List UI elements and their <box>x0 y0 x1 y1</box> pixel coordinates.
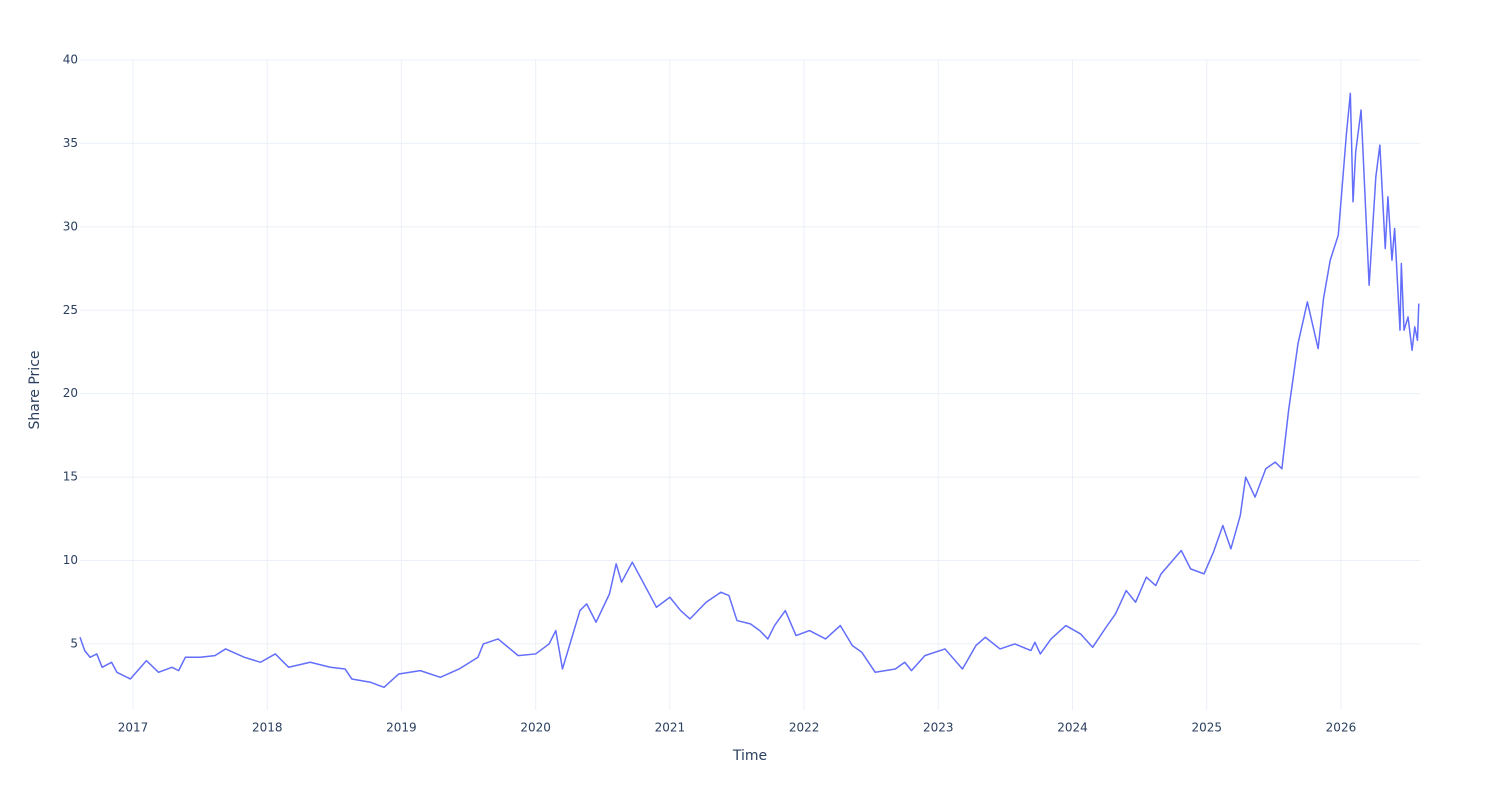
price-line <box>79 92 1420 689</box>
x-tick-label: 2018 <box>252 721 283 735</box>
x-tick-label: 2017 <box>118 721 149 735</box>
y-tick-label: 40 <box>63 53 78 67</box>
y-tick-label: 25 <box>63 303 78 317</box>
x-tick-label: 2021 <box>655 721 686 735</box>
x-axis-label: Time <box>732 748 767 764</box>
y-tick-label: 20 <box>63 386 78 400</box>
y-tick-label: 5 <box>70 636 78 650</box>
y-tick-label: 10 <box>63 553 78 567</box>
x-tick-label: 2019 <box>386 721 417 735</box>
x-tick-label: 2024 <box>1057 721 1088 735</box>
y-tick-label: 30 <box>63 219 78 233</box>
x-tick-label: 2026 <box>1326 721 1357 735</box>
y-tick-label: 35 <box>63 136 78 150</box>
x-tick-label: 2020 <box>520 721 551 735</box>
y-axis-label: Share Price <box>27 350 43 429</box>
y-tick-label: 15 <box>63 470 78 484</box>
x-tick-label: 2025 <box>1191 721 1222 735</box>
x-tick-label: 2022 <box>789 721 820 735</box>
x-tick-label: 2023 <box>923 721 954 735</box>
